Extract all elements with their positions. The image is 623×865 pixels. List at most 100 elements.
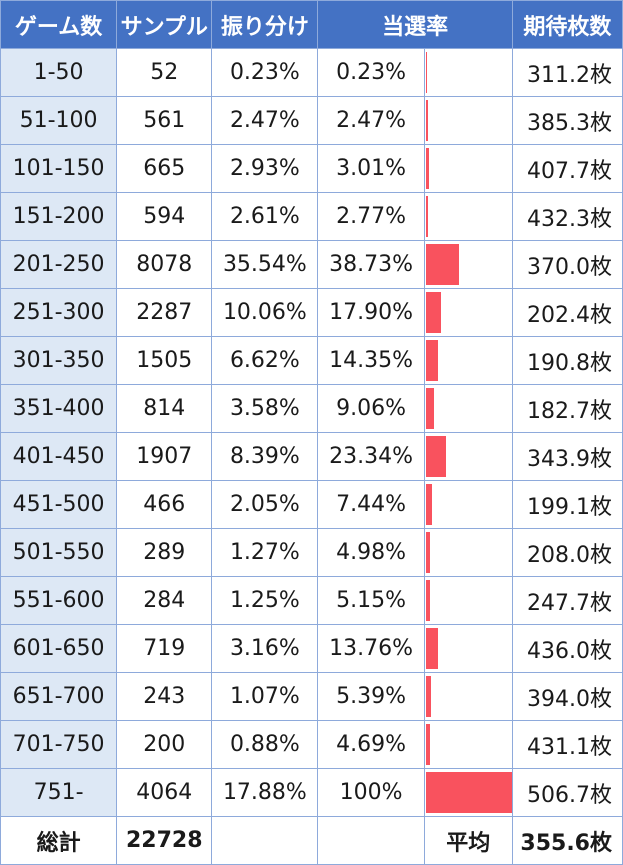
cell-game: 451-500: [0, 480, 118, 529]
cell-share: 2.47%: [211, 96, 319, 145]
table-row: 751- 4064 17.88% 100% 506.7枚: [0, 768, 623, 817]
avg-label: 平均: [423, 816, 513, 865]
rate-bar: [425, 724, 430, 765]
cell-game: 1-50: [0, 48, 118, 97]
table-row: 151-200 594 2.61% 2.77% 432.3枚: [0, 192, 623, 241]
header-sample: サンプル: [116, 0, 213, 49]
cell-expected: 208.0枚: [511, 528, 623, 577]
cell-sample: 289: [116, 528, 213, 577]
cell-share: 0.23%: [211, 48, 319, 97]
table-row: 451-500 466 2.05% 7.44% 199.1枚: [0, 480, 623, 529]
table-row: 651-700 243 1.07% 5.39% 394.0枚: [0, 672, 623, 721]
cell-expected: 432.3枚: [511, 192, 623, 241]
rate-bar: [425, 292, 441, 333]
rate-bar: [425, 244, 459, 285]
cell-rate-bar: [423, 672, 513, 721]
rate-bar: [425, 484, 432, 525]
cell-win-rate: 38.73%: [317, 240, 425, 289]
cell-win-rate: 7.44%: [317, 480, 425, 529]
rate-bar: [425, 628, 438, 669]
cell-share: 35.54%: [211, 240, 319, 289]
cell-expected: 506.7枚: [511, 768, 623, 817]
cell-win-rate: 3.01%: [317, 144, 425, 193]
cell-game: 101-150: [0, 144, 118, 193]
table-row: 351-400 814 3.58% 9.06% 182.7枚: [0, 384, 623, 433]
cell-game: 751-: [0, 768, 118, 817]
table-row: 401-450 1907 8.39% 23.34% 343.9枚: [0, 432, 623, 481]
cell-win-rate: 0.23%: [317, 48, 425, 97]
cell-game: 351-400: [0, 384, 118, 433]
cell-game: 651-700: [0, 672, 118, 721]
rate-bar: [425, 580, 430, 621]
cell-expected: 343.9枚: [511, 432, 623, 481]
cell-game: 51-100: [0, 96, 118, 145]
table-row: 51-100 561 2.47% 2.47% 385.3枚: [0, 96, 623, 145]
cell-rate-bar: [423, 240, 513, 289]
rate-bar: [425, 52, 427, 93]
cell-rate-bar: [423, 624, 513, 673]
cell-rate-bar: [423, 288, 513, 337]
cell-share: 2.05%: [211, 480, 319, 529]
cell-expected: 431.1枚: [511, 720, 623, 769]
cell-share: 2.93%: [211, 144, 319, 193]
cell-sample: 8078: [116, 240, 213, 289]
cell-win-rate: 2.47%: [317, 96, 425, 145]
cell-rate-bar: [423, 432, 513, 481]
cell-rate-bar: [423, 720, 513, 769]
cell-win-rate: 2.77%: [317, 192, 425, 241]
cell-sample: 1907: [116, 432, 213, 481]
total-value: 22728: [116, 816, 213, 865]
cell-share: 1.25%: [211, 576, 319, 625]
rate-bar: [425, 100, 428, 141]
cell-game: 551-600: [0, 576, 118, 625]
header-expected: 期待枚数: [511, 0, 623, 49]
table-row: 251-300 2287 10.06% 17.90% 202.4枚: [0, 288, 623, 337]
total-empty-2: [317, 816, 425, 865]
cell-game: 401-450: [0, 432, 118, 481]
cell-win-rate: 9.06%: [317, 384, 425, 433]
cell-rate-bar: [423, 528, 513, 577]
table-body: 1-50 52 0.23% 0.23% 311.2枚 51-100 561 2.47% 2.47…: [0, 48, 623, 817]
cell-win-rate: 4.69%: [317, 720, 425, 769]
cell-game: 151-200: [0, 192, 118, 241]
cell-rate-bar: [423, 48, 513, 97]
table-row: 601-650 719 3.16% 13.76% 436.0枚: [0, 624, 623, 673]
cell-rate-bar: [423, 576, 513, 625]
table-row: 201-250 8078 35.54% 38.73% 370.0枚: [0, 240, 623, 289]
cell-expected: 202.4枚: [511, 288, 623, 337]
rate-bar: [425, 532, 430, 573]
rate-bar: [425, 196, 428, 237]
cell-sample: 561: [116, 96, 213, 145]
cell-expected: 370.0枚: [511, 240, 623, 289]
cell-sample: 2287: [116, 288, 213, 337]
cell-sample: 466: [116, 480, 213, 529]
cell-sample: 52: [116, 48, 213, 97]
rate-bar: [425, 340, 438, 381]
cell-expected: 311.2枚: [511, 48, 623, 97]
header-game: ゲーム数: [0, 0, 118, 49]
cell-share: 3.16%: [211, 624, 319, 673]
total-row: 総計 22728 平均 355.6枚: [0, 816, 623, 865]
cell-sample: 1505: [116, 336, 213, 385]
cell-game: 601-650: [0, 624, 118, 673]
cell-expected: 436.0枚: [511, 624, 623, 673]
cell-expected: 394.0枚: [511, 672, 623, 721]
cell-expected: 199.1枚: [511, 480, 623, 529]
cell-win-rate: 14.35%: [317, 336, 425, 385]
total-label: 総計: [0, 816, 118, 865]
header-row: ゲーム数 サンプル 振り分け 当選率 期待枚数: [0, 0, 623, 49]
cell-game: 301-350: [0, 336, 118, 385]
cell-share: 1.27%: [211, 528, 319, 577]
table-row: 301-350 1505 6.62% 14.35% 190.8枚: [0, 336, 623, 385]
cell-sample: 4064: [116, 768, 213, 817]
cell-game: 201-250: [0, 240, 118, 289]
cell-sample: 200: [116, 720, 213, 769]
cell-win-rate: 4.98%: [317, 528, 425, 577]
table-row: 551-600 284 1.25% 5.15% 247.7枚: [0, 576, 623, 625]
cell-expected: 247.7枚: [511, 576, 623, 625]
cell-rate-bar: [423, 384, 513, 433]
cell-rate-bar: [423, 96, 513, 145]
rate-bar: [425, 388, 434, 429]
total-empty-1: [211, 816, 319, 865]
cell-rate-bar: [423, 480, 513, 529]
